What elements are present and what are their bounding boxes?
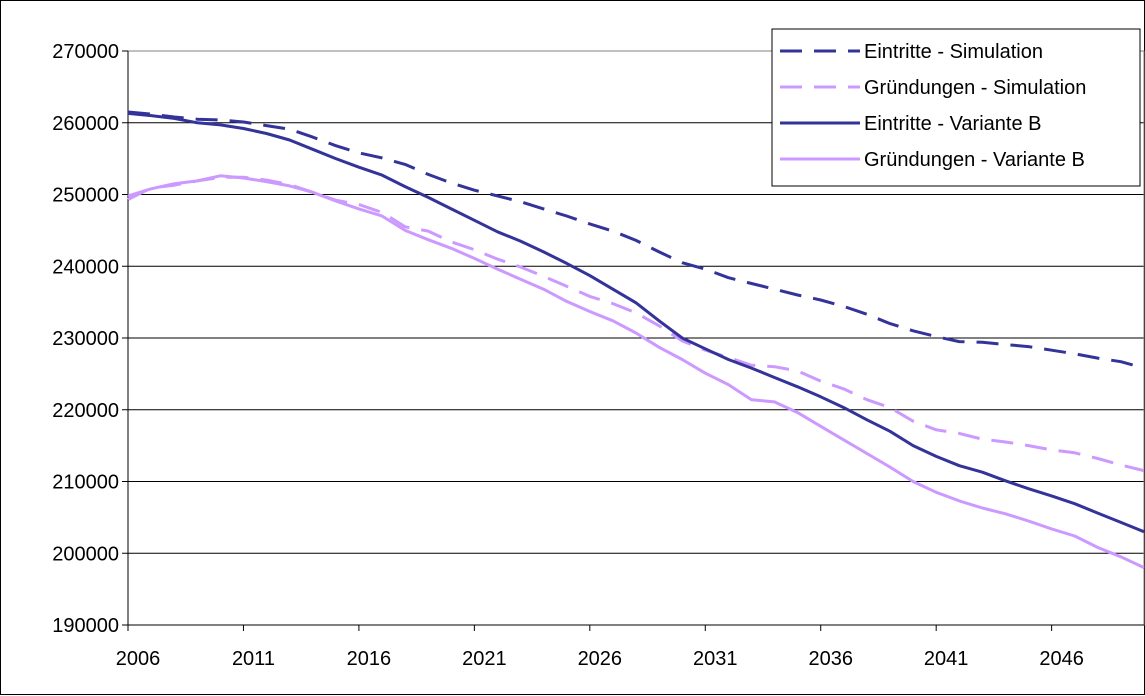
y-tick-label: 190000 [52,615,119,637]
x-tick-label: 2041 [924,648,969,670]
x-tick-label: 2031 [693,648,738,670]
x-tick-label: 2011 [232,648,275,670]
x-tick-label: 2046 [1039,648,1084,670]
legend-label-3: Eintritte - Variante B [864,113,1041,135]
x-tick-label: 2036 [808,648,853,670]
y-axis-tick-labels: 190000 200000 210000 220000 230000 240000 2500… [52,41,119,637]
y-tick-label: 260000 [52,113,119,135]
x-tick-label: 2026 [578,648,623,670]
gridlines [128,50,1144,554]
legend: Eintritte - Simulation Gründungen - Simul… [771,28,1141,187]
series-line-2 [127,175,1145,473]
axes [122,50,1144,631]
x-tick-label: 2016 [347,648,392,670]
y-tick-label: 250000 [52,185,119,207]
x-tick-label: 2006 [116,648,161,670]
y-tick-label: 210000 [52,472,119,494]
legend-label-2: Gründungen - Simulation [864,77,1086,99]
y-tick-label: 230000 [52,328,119,350]
series-line-4 [127,174,1145,569]
series-line-1 [127,110,1145,370]
x-tick-label: 2021 [462,648,507,670]
legend-label-1: Eintritte - Simulation [864,41,1043,63]
y-tick-label: 200000 [52,543,119,565]
legend-label-4: Gründungen - Variante B [864,149,1085,171]
y-tick-label: 220000 [52,400,119,422]
series-line-3 [127,111,1145,534]
x-axis-tick-labels: 2006 2011 2016 2021 2026 2031 2036 2041 2046 [116,648,1084,670]
series-lines [127,110,1145,569]
y-tick-label: 240000 [52,256,119,278]
y-tick-label: 270000 [52,41,119,63]
